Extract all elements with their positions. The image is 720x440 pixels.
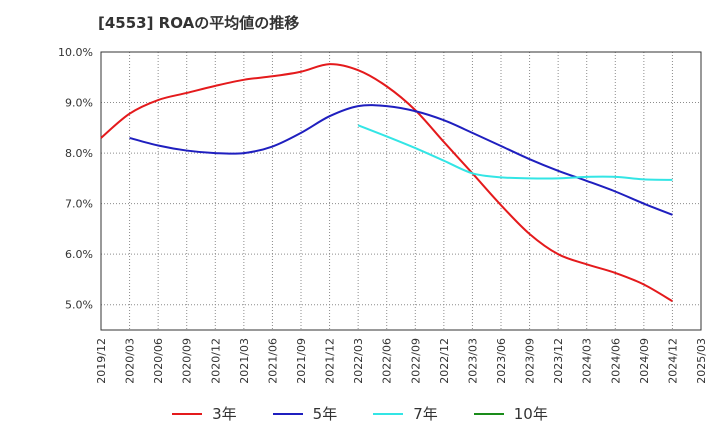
- legend-item: 5年: [272, 403, 338, 424]
- legend-label: 7年: [413, 405, 438, 423]
- x-tick-label: 2024/09: [638, 338, 651, 384]
- x-tick-label: 2022/09: [409, 338, 422, 384]
- series-line-0: [100, 63, 673, 303]
- legend-item: 10年: [473, 403, 548, 424]
- series-line-2: [357, 124, 673, 181]
- x-tick-label: 2024/12: [666, 338, 679, 384]
- y-tick-label: 7.0%: [65, 198, 93, 211]
- legend-item: 3年: [172, 403, 237, 424]
- x-tick-label: 2024/03: [581, 338, 594, 384]
- y-tick-label: 5.0%: [65, 299, 93, 312]
- x-tick-label: 2024/06: [609, 338, 622, 384]
- x-tick-label: 2022/06: [381, 338, 394, 384]
- x-tick-label: 2023/03: [466, 338, 479, 384]
- plot-frame: [100, 51, 702, 331]
- legend: 3年 5年 7年 10年: [0, 403, 720, 424]
- y-tick-label: 6.0%: [65, 248, 93, 261]
- x-tick-label: 2020/12: [209, 338, 222, 384]
- x-tick-label: 2021/03: [238, 338, 251, 384]
- x-tick-label: 2023/09: [524, 338, 537, 384]
- y-tick-label: 8.0%: [65, 147, 93, 160]
- legend-swatch: [373, 412, 404, 415]
- x-tick-label: 2025/03: [695, 338, 708, 384]
- x-tick-label: 2021/12: [324, 338, 337, 384]
- legend-label: 3年: [212, 405, 237, 423]
- legend-label: 5年: [312, 405, 338, 423]
- x-tick-label: 2020/06: [152, 338, 165, 384]
- x-tick-label: 2023/06: [495, 338, 508, 384]
- x-tick-label: 2019/12: [95, 338, 108, 384]
- x-tick-label: 2022/12: [438, 338, 451, 384]
- chart-title: [4553] ROAの平均値の推移: [98, 14, 300, 32]
- x-tick-label: 2020/09: [181, 338, 194, 384]
- x-tick-label: 2022/03: [352, 338, 365, 384]
- legend-swatch: [272, 412, 303, 415]
- legend-label: 10年: [513, 405, 548, 423]
- legend-swatch: [172, 412, 203, 415]
- y-tick-label: 10.0%: [58, 46, 93, 59]
- y-tick-label: 9.0%: [65, 97, 93, 110]
- series-line-1: [129, 104, 673, 216]
- legend-swatch: [473, 412, 504, 415]
- x-tick-label: 2023/12: [552, 338, 565, 384]
- x-tick-label: 2021/09: [295, 338, 308, 384]
- legend-item: 7年: [373, 403, 438, 424]
- x-tick-label: 2020/03: [124, 338, 137, 384]
- x-tick-label: 2021/06: [266, 338, 279, 384]
